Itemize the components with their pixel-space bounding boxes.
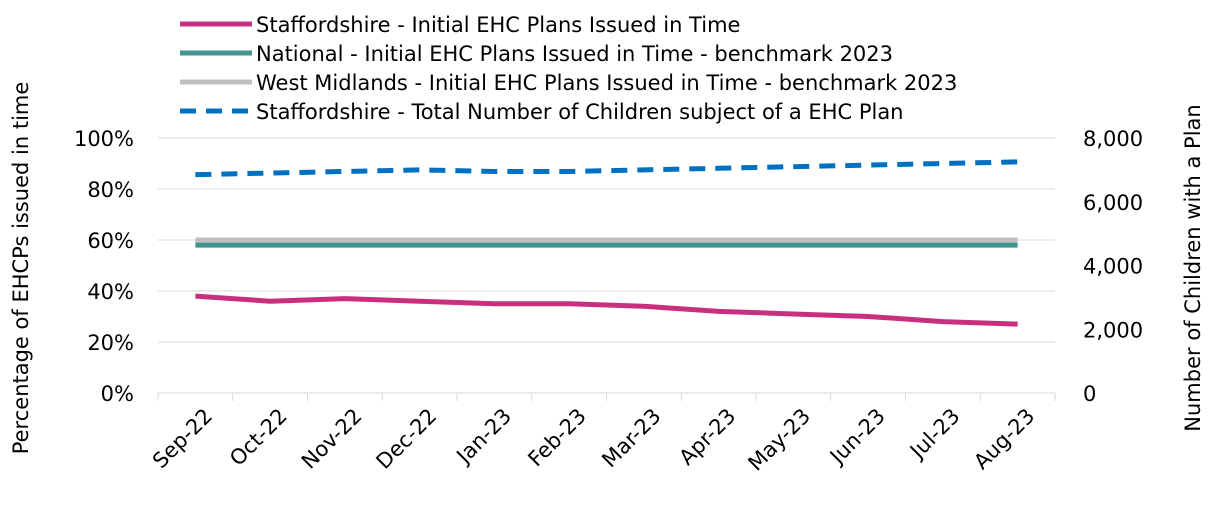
y2-tick-label: 0 <box>1083 382 1096 406</box>
y-tick-label: 100% <box>74 127 134 151</box>
x-tick-label: Jan-23 <box>451 404 517 470</box>
x-tick-label: May-23 <box>743 404 815 476</box>
legend-label: National - Initial EHC Plans Issued in T… <box>256 42 893 66</box>
legend-label: West Midlands - Initial EHC Plans Issued… <box>256 71 957 95</box>
x-tick-label: Aug-23 <box>969 404 1039 474</box>
x-tick-label: Oct-22 <box>225 404 292 471</box>
x-tick-label: Jul-23 <box>904 404 965 465</box>
x-tick-label: Sep-22 <box>148 404 217 473</box>
x-tick-label: Apr-23 <box>674 404 740 470</box>
x-tick-label: Mar-23 <box>597 404 665 472</box>
y-tick-label: 60% <box>87 229 134 253</box>
x-tick-label: Nov-22 <box>297 404 367 474</box>
y-tick-label: 80% <box>87 178 134 202</box>
legend-label: Staffordshire - Total Number of Children… <box>256 100 904 124</box>
y2-tick-label: 6,000 <box>1083 191 1143 215</box>
y2-tick-label: 8,000 <box>1083 127 1143 151</box>
y-tick-label: 0% <box>101 382 134 406</box>
series-line <box>195 159 1018 178</box>
y-tick-label: 40% <box>87 280 134 304</box>
y2-tick-label: 4,000 <box>1083 255 1143 279</box>
series-line <box>195 293 1018 327</box>
x-tick-label: Dec-22 <box>371 404 441 474</box>
y-axis-title: Percentage of EHCPs issued in time <box>9 82 33 455</box>
x-tick-label: Feb-23 <box>523 404 591 472</box>
y2-axis-title: Number of Children with a Plan <box>1181 104 1205 431</box>
y-tick-label: 20% <box>87 331 134 355</box>
y2-tick-label: 2,000 <box>1083 318 1143 342</box>
x-tick-label: Jun-23 <box>824 404 890 470</box>
legend-label: Staffordshire - Initial EHC Plans Issued… <box>256 13 740 37</box>
